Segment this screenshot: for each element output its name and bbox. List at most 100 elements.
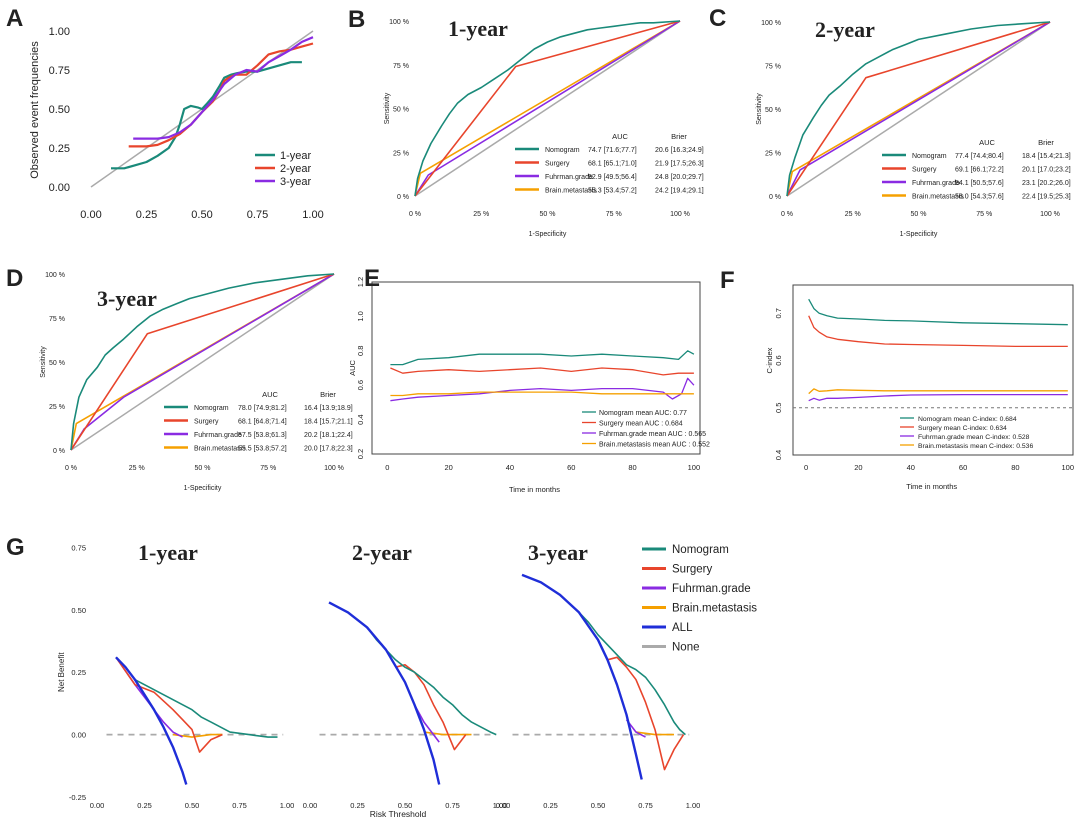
auc-value-Nomogram: 77.4 [74.4;80.4] (955, 153, 1004, 160)
legend-label-2-year: 2-year (280, 163, 312, 175)
dca-curve-Surgery (607, 656, 685, 771)
reference-diagonal (414, 20, 681, 197)
auc-value-Fuhrman.grade: 52.9 [49.5;56.4] (588, 174, 637, 181)
legend-label-Surgery: Surgery mean AUC : 0.684 (599, 421, 683, 428)
plot-frame-F (792, 284, 1074, 456)
y-tick-label-G: -0.25 (69, 793, 86, 802)
brier-value-Fuhrman.grade: 23.1 [20.2;26.0] (1022, 180, 1071, 187)
roc-curve-Surgery (414, 20, 681, 197)
legend-label-Fuhrman.grade: Fuhrman.grade mean C-index: 0.528 (918, 434, 1030, 441)
table-header-brier: Brier (671, 132, 687, 141)
y-tick-label-F: 0.7 (774, 308, 783, 318)
table-header-auc: AUC (612, 132, 628, 141)
y-tick-label-B: 0 % (397, 194, 409, 201)
x-tick-label-A: 0.75 (247, 209, 268, 221)
legend-label-ALL: ALL (672, 622, 693, 634)
legend-label-Surgery: Surgery (545, 161, 570, 168)
y-tick-label-C: 25 % (765, 151, 781, 158)
y-tick-label-F: 0.6 (774, 355, 783, 365)
y-tick-label-B: 100 % (389, 19, 409, 26)
x-tick-label-G: 1.00 (280, 801, 295, 810)
y-tick-label-E: 0.8 (356, 346, 365, 356)
dca-title-3-year: 3-year (528, 540, 588, 565)
y-tick-label-B: 25 % (393, 150, 409, 157)
y-axis-label-A: Observed event frequencies (29, 41, 41, 179)
x-tick-label-F: 40 (907, 463, 915, 472)
dca-curve-Brain.metastasis (635, 731, 674, 736)
y-tick-label-D: 100 % (45, 272, 65, 279)
y-axis-label-G: Net Benefit (57, 652, 66, 692)
x-tick-label-E: 80 (628, 463, 636, 472)
x-tick-label-G: 0.50 (591, 801, 606, 810)
y-tick-label-F: 0.5 (774, 403, 783, 413)
x-axis-label-G: Risk Threshold (370, 809, 427, 819)
x-tick-label-C: 50 % (911, 211, 927, 218)
legend-label-Nomogram: Nomogram mean AUC: 0.77 (599, 410, 687, 417)
y-axis-label-E: AUC (348, 360, 357, 376)
legend-label-Fuhrman.grade: Fuhrman.grade (194, 432, 242, 439)
y-axis-label-D: Sensitivity (40, 346, 47, 378)
legend-label-Surgery: Surgery (672, 564, 713, 576)
roc-curve-Nomogram (70, 273, 335, 451)
x-tick-label-E: 0 (385, 463, 389, 472)
roc-curve-Nomogram (414, 20, 681, 197)
roc-curve-Fuhrman.grade (786, 21, 1051, 197)
y-tick-label-B: 75 % (393, 63, 409, 70)
x-axis-label-F: Time in months (906, 482, 957, 491)
legend-label-Brain.metastasis: Brain.metastasis (912, 194, 964, 201)
x-tick-label-F: 80 (1011, 463, 1019, 472)
x-tick-label-C: 75 % (976, 211, 992, 218)
auc-value-Nomogram: 74.7 [71.6;77.7] (588, 147, 637, 154)
legend-label-Fuhrman.grade: Fuhrman.grade mean AUC : 0.565 (599, 431, 706, 438)
auc-value-Surgery: 68.1 [64.8;71.4] (238, 419, 287, 426)
y-tick-label-A: 0.75 (49, 65, 70, 77)
legend-label-Fuhrman.grade: Fuhrman.grade (912, 180, 960, 187)
x-tick-label-G: 0.50 (185, 801, 200, 810)
x-tick-label-C: 25 % (845, 211, 861, 218)
cindex-curve-Fuhrman.grade (808, 393, 1068, 402)
y-tick-label-C: 0 % (769, 194, 781, 201)
series-line-3-year (133, 36, 314, 140)
dca-title-2-year: 2-year (352, 540, 412, 565)
auc-value-Nomogram: 78.0 [74.9;81.2] (238, 405, 287, 412)
y-tick-label-G: 0.25 (71, 668, 86, 677)
y-axis-label-F: C-index (765, 347, 774, 373)
legend-label-Nomogram: Nomogram (545, 147, 580, 154)
auc-curve-Surgery (390, 367, 694, 376)
x-tick-label-G: 0.75 (638, 801, 653, 810)
brier-value-Surgery: 20.1 [17.0;23.2] (1022, 167, 1071, 174)
plot-frame-E (371, 281, 701, 455)
legend-label-Fuhrman.grade: Fuhrman.grade (545, 174, 593, 181)
roc-title-D: 3-year (97, 286, 157, 311)
y-tick-label-E: 0.2 (356, 449, 365, 459)
dca-curve-ALL (328, 601, 441, 785)
dca-curve-Surgery (115, 656, 223, 753)
y-tick-label-F: 0.4 (774, 450, 783, 460)
brier-value-Brain.metastasis: 22.4 [19.5;25.3] (1022, 194, 1071, 201)
x-tick-label-G: 0.00 (303, 801, 318, 810)
x-tick-label-A: 0.00 (80, 209, 101, 221)
reference-diagonal (70, 273, 335, 451)
dca-curve-Brain.metastasis (172, 733, 223, 738)
y-tick-label-C: 75 % (765, 64, 781, 71)
dca-curve-Surgery (395, 663, 467, 751)
x-tick-label-F: 100 (1062, 463, 1075, 472)
y-tick-label-C: 100 % (761, 20, 781, 27)
cindex-curve-Brain.metastasis (808, 388, 1068, 395)
auc-curve-Brain.metastasis (390, 391, 694, 397)
table-header-brier: Brier (320, 390, 336, 399)
series-line-2-year (128, 42, 314, 148)
y-tick-label-C: 50 % (765, 107, 781, 114)
x-tick-label-D: 25 % (129, 465, 145, 472)
panel-label-B: B (348, 6, 365, 33)
legend-label-None: None (672, 642, 700, 654)
brier-value-Nomogram: 20.6 [16.3;24.9] (655, 147, 704, 154)
x-tick-label-A: 0.50 (191, 209, 212, 221)
y-tick-label-G: 0.75 (71, 543, 86, 552)
y-tick-label-A: 0.00 (49, 182, 70, 194)
y-tick-label-G: 0.00 (71, 731, 86, 740)
brier-value-Surgery: 18.4 [15.7;21.1] (304, 419, 353, 426)
dca-curve-ALL (521, 573, 643, 780)
x-tick-label-D: 75 % (260, 465, 276, 472)
